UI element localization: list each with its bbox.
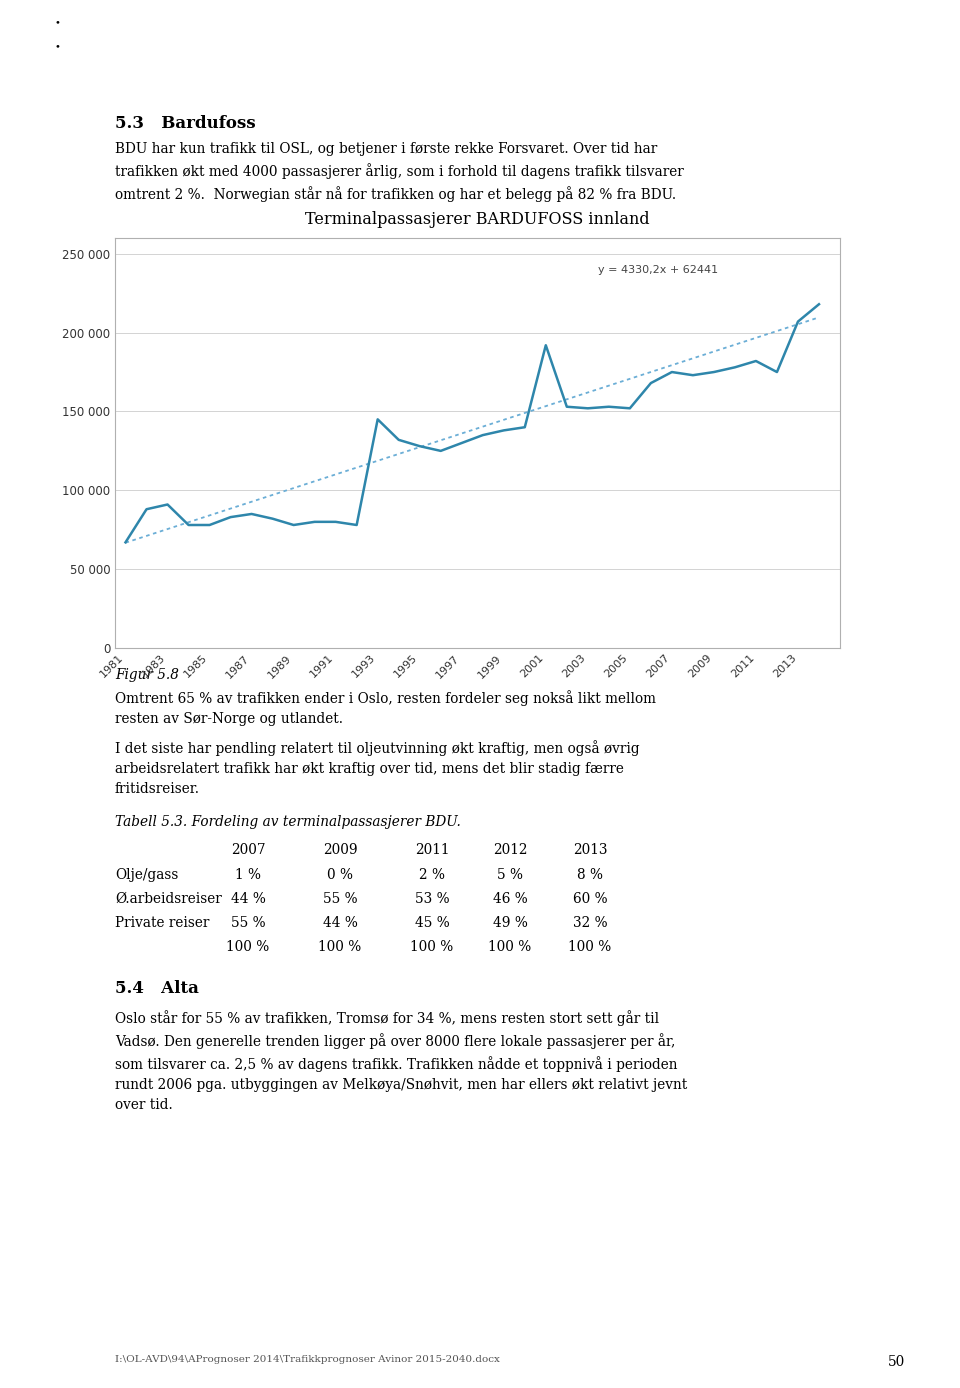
Text: Private reiser: Private reiser (115, 916, 209, 930)
Text: Omtrent 65 % av trafikken ender i Oslo, resten fordeler seg nokså likt mellom
re: Omtrent 65 % av trafikken ender i Oslo, … (115, 690, 656, 726)
Text: I:\OL-AVD\94\APrognoser 2014\Trafikkprognoser Avinor 2015-2040.docx: I:\OL-AVD\94\APrognoser 2014\Trafikkprog… (115, 1355, 500, 1364)
Text: 100 %: 100 % (410, 940, 454, 954)
Text: 55 %: 55 % (323, 892, 357, 906)
Text: 1 %: 1 % (235, 868, 261, 881)
Text: Oslo står for 55 % av trafikken, Tromsø for 34 %, mens resten stort sett går til: Oslo står for 55 % av trafikken, Tromsø … (115, 1010, 687, 1112)
Text: 5.4   Alta: 5.4 Alta (115, 980, 199, 997)
Text: 45 %: 45 % (415, 916, 449, 930)
Text: 46 %: 46 % (492, 892, 527, 906)
Text: 2011: 2011 (415, 843, 449, 856)
Text: 2013: 2013 (573, 843, 608, 856)
Text: 53 %: 53 % (415, 892, 449, 906)
Text: 100 %: 100 % (227, 940, 270, 954)
Text: 5 %: 5 % (497, 868, 523, 881)
Text: 8 %: 8 % (577, 868, 603, 881)
Text: 2012: 2012 (492, 843, 527, 856)
Text: 2007: 2007 (230, 843, 265, 856)
Text: 44 %: 44 % (230, 892, 265, 906)
Text: BDU har kun trafikk til OSL, og betjener i første rekke Forsvaret. Over tid har
: BDU har kun trafikk til OSL, og betjener… (115, 142, 684, 201)
Text: y = 4330,2x + 62441: y = 4330,2x + 62441 (598, 265, 718, 275)
Text: 100 %: 100 % (568, 940, 612, 954)
Text: Olje/gass: Olje/gass (115, 868, 179, 881)
Text: 2009: 2009 (323, 843, 357, 856)
Text: 50: 50 (888, 1355, 905, 1369)
Text: 5.3   Bardufoss: 5.3 Bardufoss (115, 115, 255, 132)
Text: •: • (55, 42, 60, 51)
Text: 100 %: 100 % (319, 940, 362, 954)
Text: I det siste har pendling relatert til oljeutvinning økt kraftig, men også øvrig
: I det siste har pendling relatert til ol… (115, 740, 639, 795)
Title: Terminalpassasjerer BARDUFOSS innland: Terminalpassasjerer BARDUFOSS innland (305, 211, 650, 228)
Text: Ø.arbeidsreiser: Ø.arbeidsreiser (115, 892, 222, 906)
Text: 44 %: 44 % (323, 916, 357, 930)
Text: Figur 5.8: Figur 5.8 (115, 668, 179, 682)
Text: 2 %: 2 % (419, 868, 445, 881)
Text: Tabell 5.3. Fordeling av terminalpassasjerer BDU.: Tabell 5.3. Fordeling av terminalpassasj… (115, 815, 461, 829)
Text: 0 %: 0 % (327, 868, 353, 881)
Text: 49 %: 49 % (492, 916, 527, 930)
Text: 60 %: 60 % (573, 892, 608, 906)
Text: 32 %: 32 % (573, 916, 608, 930)
Text: 100 %: 100 % (489, 940, 532, 954)
Text: 55 %: 55 % (230, 916, 265, 930)
Text: •: • (55, 18, 60, 26)
